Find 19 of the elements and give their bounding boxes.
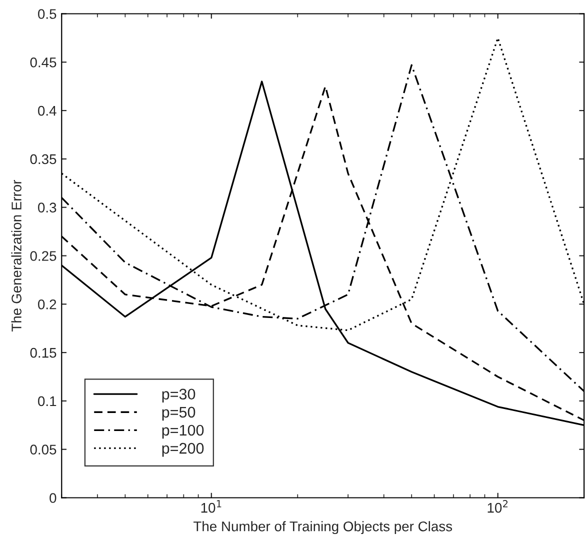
legend-label: p=30 — [162, 388, 196, 403]
y-tick-label: 0.35 — [30, 154, 56, 164]
y-tick-label: 0.4 — [38, 106, 56, 116]
legend-label: p=50 — [162, 406, 196, 421]
x-axis-title: The Number of Training Objects per Class — [193, 521, 452, 534]
y-tick-label: 0.2 — [38, 299, 56, 310]
y-tick-label: 0.25 — [30, 251, 56, 261]
y-tick-label: 0.3 — [38, 202, 56, 213]
y-tick-label: 0.05 — [30, 444, 56, 455]
legend-label: p=100 — [162, 424, 204, 439]
y-tick-label: 0.1 — [38, 396, 56, 406]
legend-label: p=200 — [162, 442, 204, 457]
y-tick-label: 0.5 — [38, 9, 56, 19]
y-axis-title: The Generalization Error — [11, 180, 22, 332]
x-tick-label: 10$^{1}$ — [201, 500, 222, 513]
y-tick-label: 0.15 — [30, 348, 56, 358]
y-tick-label: 0.45 — [30, 57, 56, 68]
y-tick-label: 0 — [50, 493, 56, 503]
x-tick-label: 10$^{2}$ — [488, 500, 508, 513]
